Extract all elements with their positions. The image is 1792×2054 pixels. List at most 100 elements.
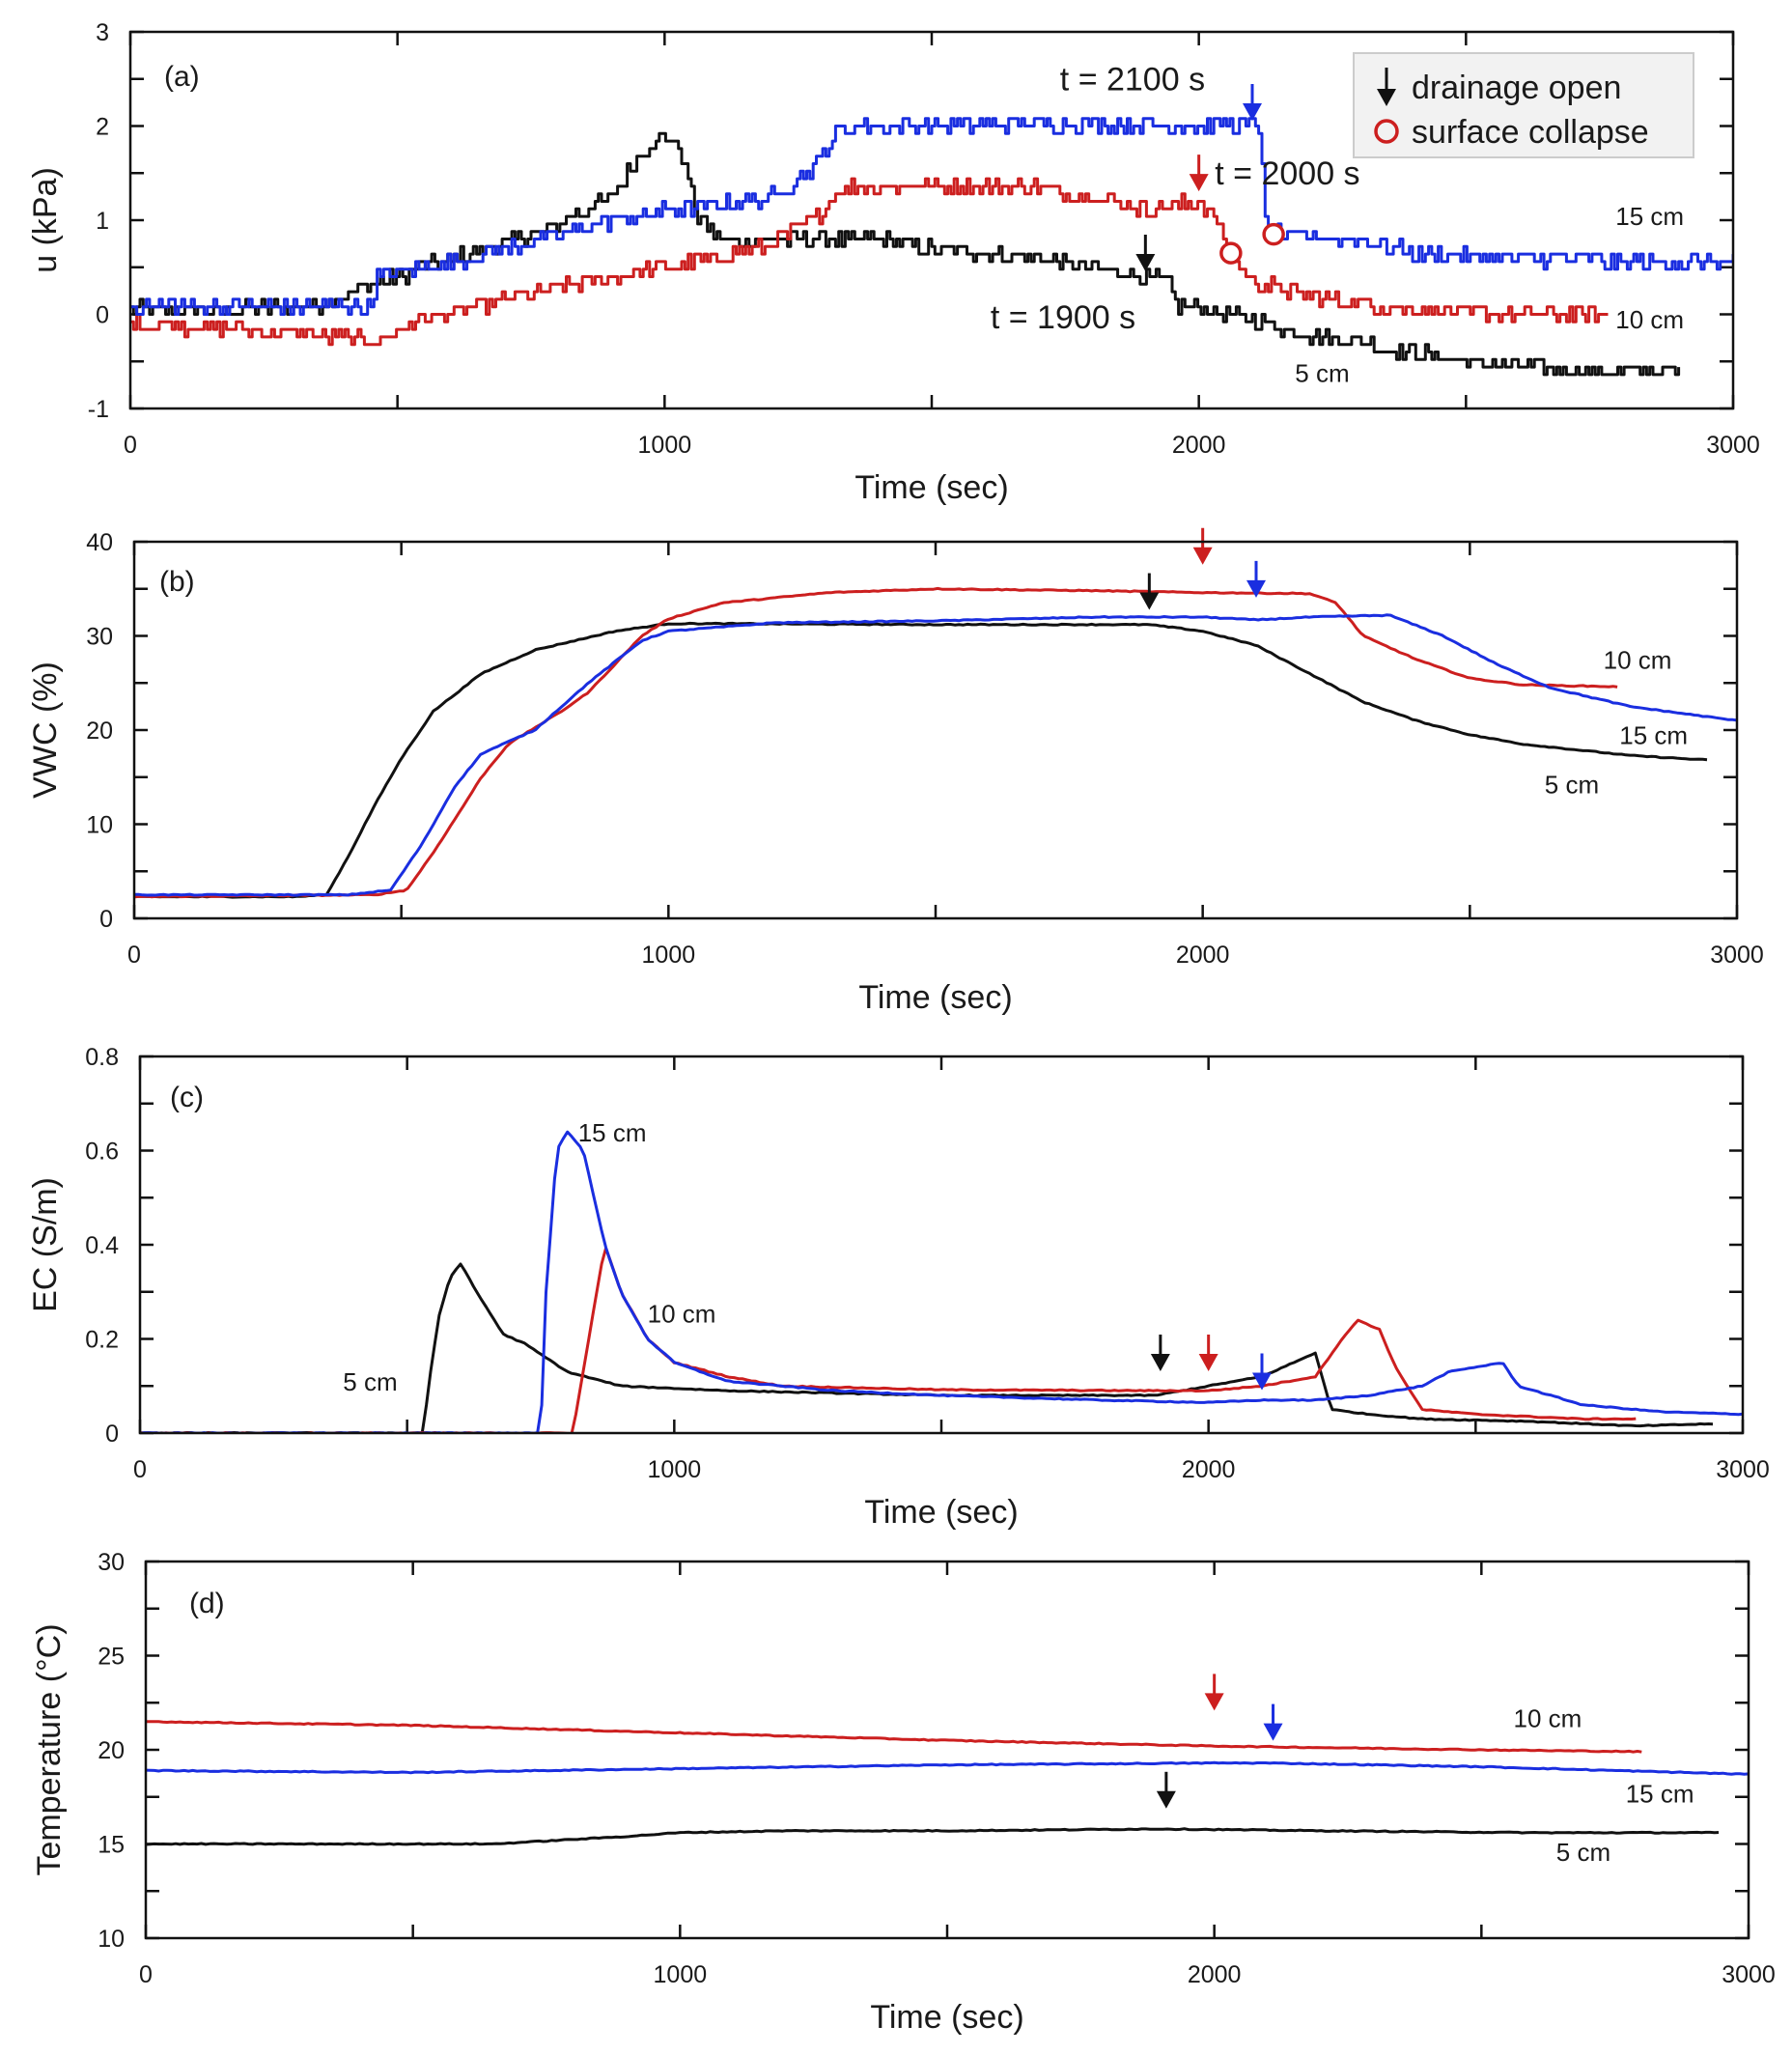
legend-label-collapse: surface collapse xyxy=(1412,114,1649,151)
legend-circle-icon xyxy=(1374,119,1399,144)
drainage-arrow-icon-c-10-cm xyxy=(1198,1335,1218,1371)
markers-c xyxy=(1150,1335,1272,1391)
x-axis-title-d: Time (sec) xyxy=(870,1999,1023,2036)
legend: drainage open surface collapse xyxy=(1353,52,1694,158)
x-tick-label-b: 1000 xyxy=(642,942,696,969)
panel-tag-c: (c) xyxy=(170,1082,204,1113)
series-labels-b: 5 cm 10 cm 15 cm xyxy=(1545,646,1688,800)
drainage-arrow-icon-b-5-cm xyxy=(1139,573,1160,610)
plot-frame-a xyxy=(128,30,1735,410)
y-tick-label-b: 20 xyxy=(86,717,113,745)
legend-arrow-icon xyxy=(1377,68,1396,106)
y-tick-label-d: 20 xyxy=(98,1737,125,1764)
y-tick-label-a: 1 xyxy=(96,208,109,235)
y-tick-label-b: 40 xyxy=(86,529,113,556)
x-axis-title-a: Time (sec) xyxy=(854,469,1008,506)
series-label-d-5-cm: 5 cm xyxy=(1556,1838,1610,1867)
drainage-arrow-icon-a-10-cm xyxy=(1189,155,1209,192)
x-tick-label-b: 2000 xyxy=(1176,942,1230,969)
x-tick-label-b: 0 xyxy=(127,942,141,969)
y-tick-label-c: 0.2 xyxy=(85,1327,119,1354)
series-label-c-10-cm: 10 cm xyxy=(648,1299,716,1328)
series-labels-a: 5 cm 10 cm 15 cm xyxy=(1295,202,1684,388)
chart-panel-a: (a) u (kPa) Time (sec) 0 1000 2000 3000 -1 0 1… xyxy=(27,19,1760,506)
x-axis-title-b: Time (sec) xyxy=(858,979,1012,1016)
chart-panel-d: (d) Temperature (°C) Time (sec) 0 1000 200… xyxy=(31,1549,1776,2036)
x-tick-label-c: 2000 xyxy=(1182,1456,1236,1483)
y-tick-label-b: 0 xyxy=(99,906,113,933)
x-tick-label-c: 0 xyxy=(133,1456,147,1483)
series-label-b-5-cm: 5 cm xyxy=(1545,770,1599,799)
series-line-a-15-cm xyxy=(130,117,1733,316)
y-tick-label-c: 0.4 xyxy=(85,1232,119,1259)
y-tick-label-a: -1 xyxy=(88,396,109,423)
chart-panel-b: (b) VWC (%) Time (sec) 0 1000 2000 3000 0 10 2… xyxy=(27,527,1764,1016)
series-labels-c: 5 cm 10 cm 15 cm xyxy=(343,1118,715,1396)
series-line-b-15-cm xyxy=(134,613,1737,897)
series-label-d-15-cm: 15 cm xyxy=(1626,1780,1694,1809)
drainage-arrow-icon-d-15-cm xyxy=(1263,1703,1283,1741)
series-label-a-15-cm: 15 cm xyxy=(1615,202,1684,231)
annotation-t-1900-s: t = 1900 s xyxy=(991,299,1135,336)
series-label-c-5-cm: 5 cm xyxy=(343,1367,397,1396)
plot-frame-d xyxy=(144,1560,1750,1940)
y-tick-label-d: 25 xyxy=(98,1644,125,1671)
y-tick-label-b: 30 xyxy=(86,624,113,651)
legend-box xyxy=(1353,52,1694,158)
markers-a xyxy=(1135,84,1285,271)
drainage-arrow-icon-b-15-cm xyxy=(1246,560,1266,598)
y-tick-label-a: 2 xyxy=(96,114,109,141)
collapse-circle-icon-a-10-cm xyxy=(1219,241,1243,265)
collapse-circle-icon-a-15-cm xyxy=(1262,222,1285,246)
series-line-d-10-cm xyxy=(146,1720,1642,1754)
series-labels-d: 5 cm 10 cm 15 cm xyxy=(1514,1704,1694,1867)
panel-tag-b: (b) xyxy=(159,566,195,598)
x-tick-label-a: 2000 xyxy=(1172,432,1226,459)
drainage-arrow-icon-d-5-cm xyxy=(1156,1771,1176,1809)
y-tick-label-a: 0 xyxy=(96,302,109,329)
plot-frame-b xyxy=(132,540,1739,920)
y-axis-title-c: EC (S/m) xyxy=(27,1177,64,1312)
annotation-t-2000-s: t = 2000 s xyxy=(1215,155,1359,192)
y-tick-label-d: 15 xyxy=(98,1832,125,1859)
panel-tag-d: (d) xyxy=(189,1588,225,1619)
drainage-arrow-icon-a-5-cm xyxy=(1135,235,1156,271)
x-tick-label-d: 0 xyxy=(139,1961,153,1988)
series-layer-a xyxy=(130,117,1733,377)
series-layer-b xyxy=(134,586,1737,899)
series-line-a-5-cm xyxy=(130,131,1681,377)
annotations-a: t = 2100 s t = 2000 s t = 1900 s xyxy=(991,61,1360,336)
series-label-c-15-cm: 15 cm xyxy=(578,1118,647,1147)
x-tick-label-b: 3000 xyxy=(1710,942,1764,969)
x-tick-label-c: 3000 xyxy=(1716,1456,1770,1483)
panel-tag-a: (a) xyxy=(164,61,200,93)
y-tick-label-b: 10 xyxy=(86,812,113,839)
y-tick-label-c: 0.8 xyxy=(85,1044,119,1071)
plot-frame-c xyxy=(138,1055,1745,1435)
x-tick-label-d: 1000 xyxy=(654,1961,708,1988)
y-tick-label-c: 0.6 xyxy=(85,1139,119,1166)
series-label-b-15-cm: 15 cm xyxy=(1619,721,1688,750)
series-label-a-5-cm: 5 cm xyxy=(1295,359,1349,388)
y-axis-title-b: VWC (%) xyxy=(27,661,64,799)
x-tick-label-d: 2000 xyxy=(1188,1961,1242,1988)
y-tick-label-c: 0 xyxy=(105,1421,119,1448)
series-line-c-10-cm xyxy=(140,1247,1637,1433)
y-tick-label-d: 30 xyxy=(98,1549,125,1576)
series-label-b-10-cm: 10 cm xyxy=(1604,646,1672,675)
drainage-arrow-icon-a-15-cm xyxy=(1243,84,1262,121)
series-line-d-5-cm xyxy=(146,1827,1720,1846)
y-axis-title-d: Temperature (°C) xyxy=(31,1623,68,1875)
x-tick-label-a: 0 xyxy=(124,432,137,459)
x-tick-label-a: 1000 xyxy=(638,432,692,459)
chart-panel-c: (c) EC (S/m) Time (sec) 0 1000 2000 3000 0 0.… xyxy=(27,1044,1770,1531)
series-line-b-5-cm xyxy=(134,621,1708,899)
series-label-d-10-cm: 10 cm xyxy=(1514,1704,1582,1733)
annotation-t-2100-s: t = 2100 s xyxy=(1060,61,1205,98)
drainage-arrow-icon-d-10-cm xyxy=(1204,1674,1224,1711)
ticks-c: 0 1000 2000 3000 0 0.2 0.4 0.6 0.8 xyxy=(85,1044,1770,1483)
x-axis-title-c: Time (sec) xyxy=(864,1494,1018,1531)
series-layer-d xyxy=(146,1720,1749,1846)
drainage-arrow-icon-b-10-cm xyxy=(1192,527,1213,565)
